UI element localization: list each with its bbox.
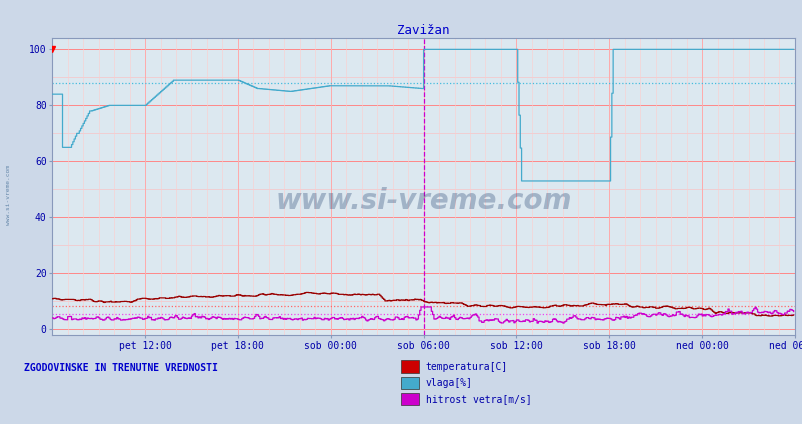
Text: vlaga[%]: vlaga[%] [425, 378, 472, 388]
Text: temperatura[C]: temperatura[C] [425, 362, 507, 372]
Title: Zavižan: Zavižan [397, 24, 449, 37]
Text: www.si-vreme.com: www.si-vreme.com [275, 187, 571, 215]
Text: ZGODOVINSKE IN TRENUTNE VREDNOSTI: ZGODOVINSKE IN TRENUTNE VREDNOSTI [24, 363, 217, 373]
Text: hitrost vetra[m/s]: hitrost vetra[m/s] [425, 394, 531, 404]
Text: www.si-vreme.com: www.si-vreme.com [6, 165, 11, 225]
